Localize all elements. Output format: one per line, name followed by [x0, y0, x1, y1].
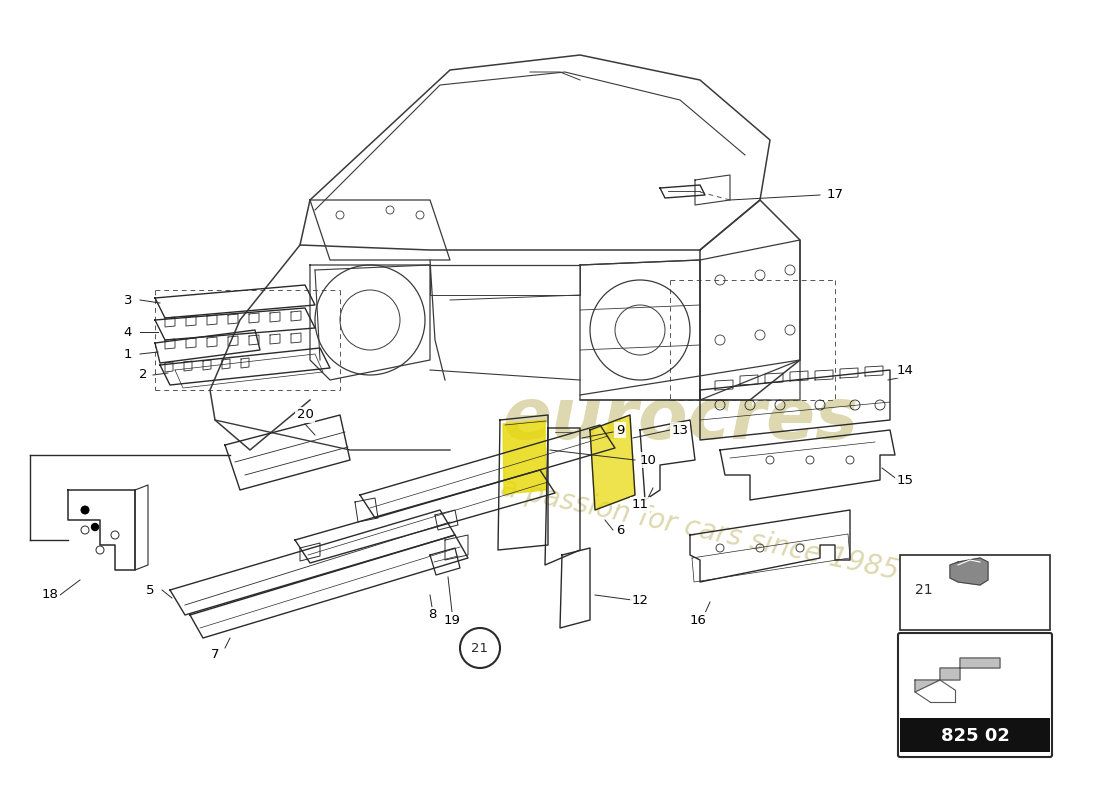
Text: 16: 16 — [690, 614, 706, 626]
Text: 4: 4 — [124, 326, 132, 338]
Polygon shape — [915, 658, 1000, 692]
Polygon shape — [503, 420, 546, 494]
Text: 10: 10 — [639, 454, 657, 466]
Text: 14: 14 — [896, 363, 913, 377]
Polygon shape — [950, 558, 988, 585]
Text: 18: 18 — [42, 589, 58, 602]
Text: a passion for cars since 1985: a passion for cars since 1985 — [498, 474, 902, 586]
Text: 21: 21 — [915, 583, 933, 597]
Text: 17: 17 — [826, 189, 844, 202]
Text: 1: 1 — [123, 347, 132, 361]
Text: 5: 5 — [145, 583, 154, 597]
Text: 2: 2 — [139, 369, 147, 382]
Text: eurocres: eurocres — [502, 386, 858, 454]
FancyBboxPatch shape — [898, 633, 1052, 757]
Text: 6: 6 — [616, 523, 624, 537]
Circle shape — [91, 523, 99, 530]
Text: 21: 21 — [472, 642, 488, 654]
FancyBboxPatch shape — [900, 718, 1050, 752]
Text: 11: 11 — [631, 498, 649, 511]
Text: 12: 12 — [631, 594, 649, 606]
Text: 7: 7 — [211, 649, 219, 662]
Text: 9: 9 — [616, 423, 624, 437]
Text: 825 02: 825 02 — [940, 727, 1010, 745]
FancyBboxPatch shape — [900, 555, 1050, 630]
Text: 3: 3 — [123, 294, 132, 306]
Text: 13: 13 — [671, 423, 689, 437]
Text: 8: 8 — [428, 609, 437, 622]
Polygon shape — [590, 415, 635, 510]
Text: 20: 20 — [297, 409, 313, 422]
Text: 19: 19 — [443, 614, 461, 626]
Text: 15: 15 — [896, 474, 913, 486]
Circle shape — [81, 506, 88, 514]
